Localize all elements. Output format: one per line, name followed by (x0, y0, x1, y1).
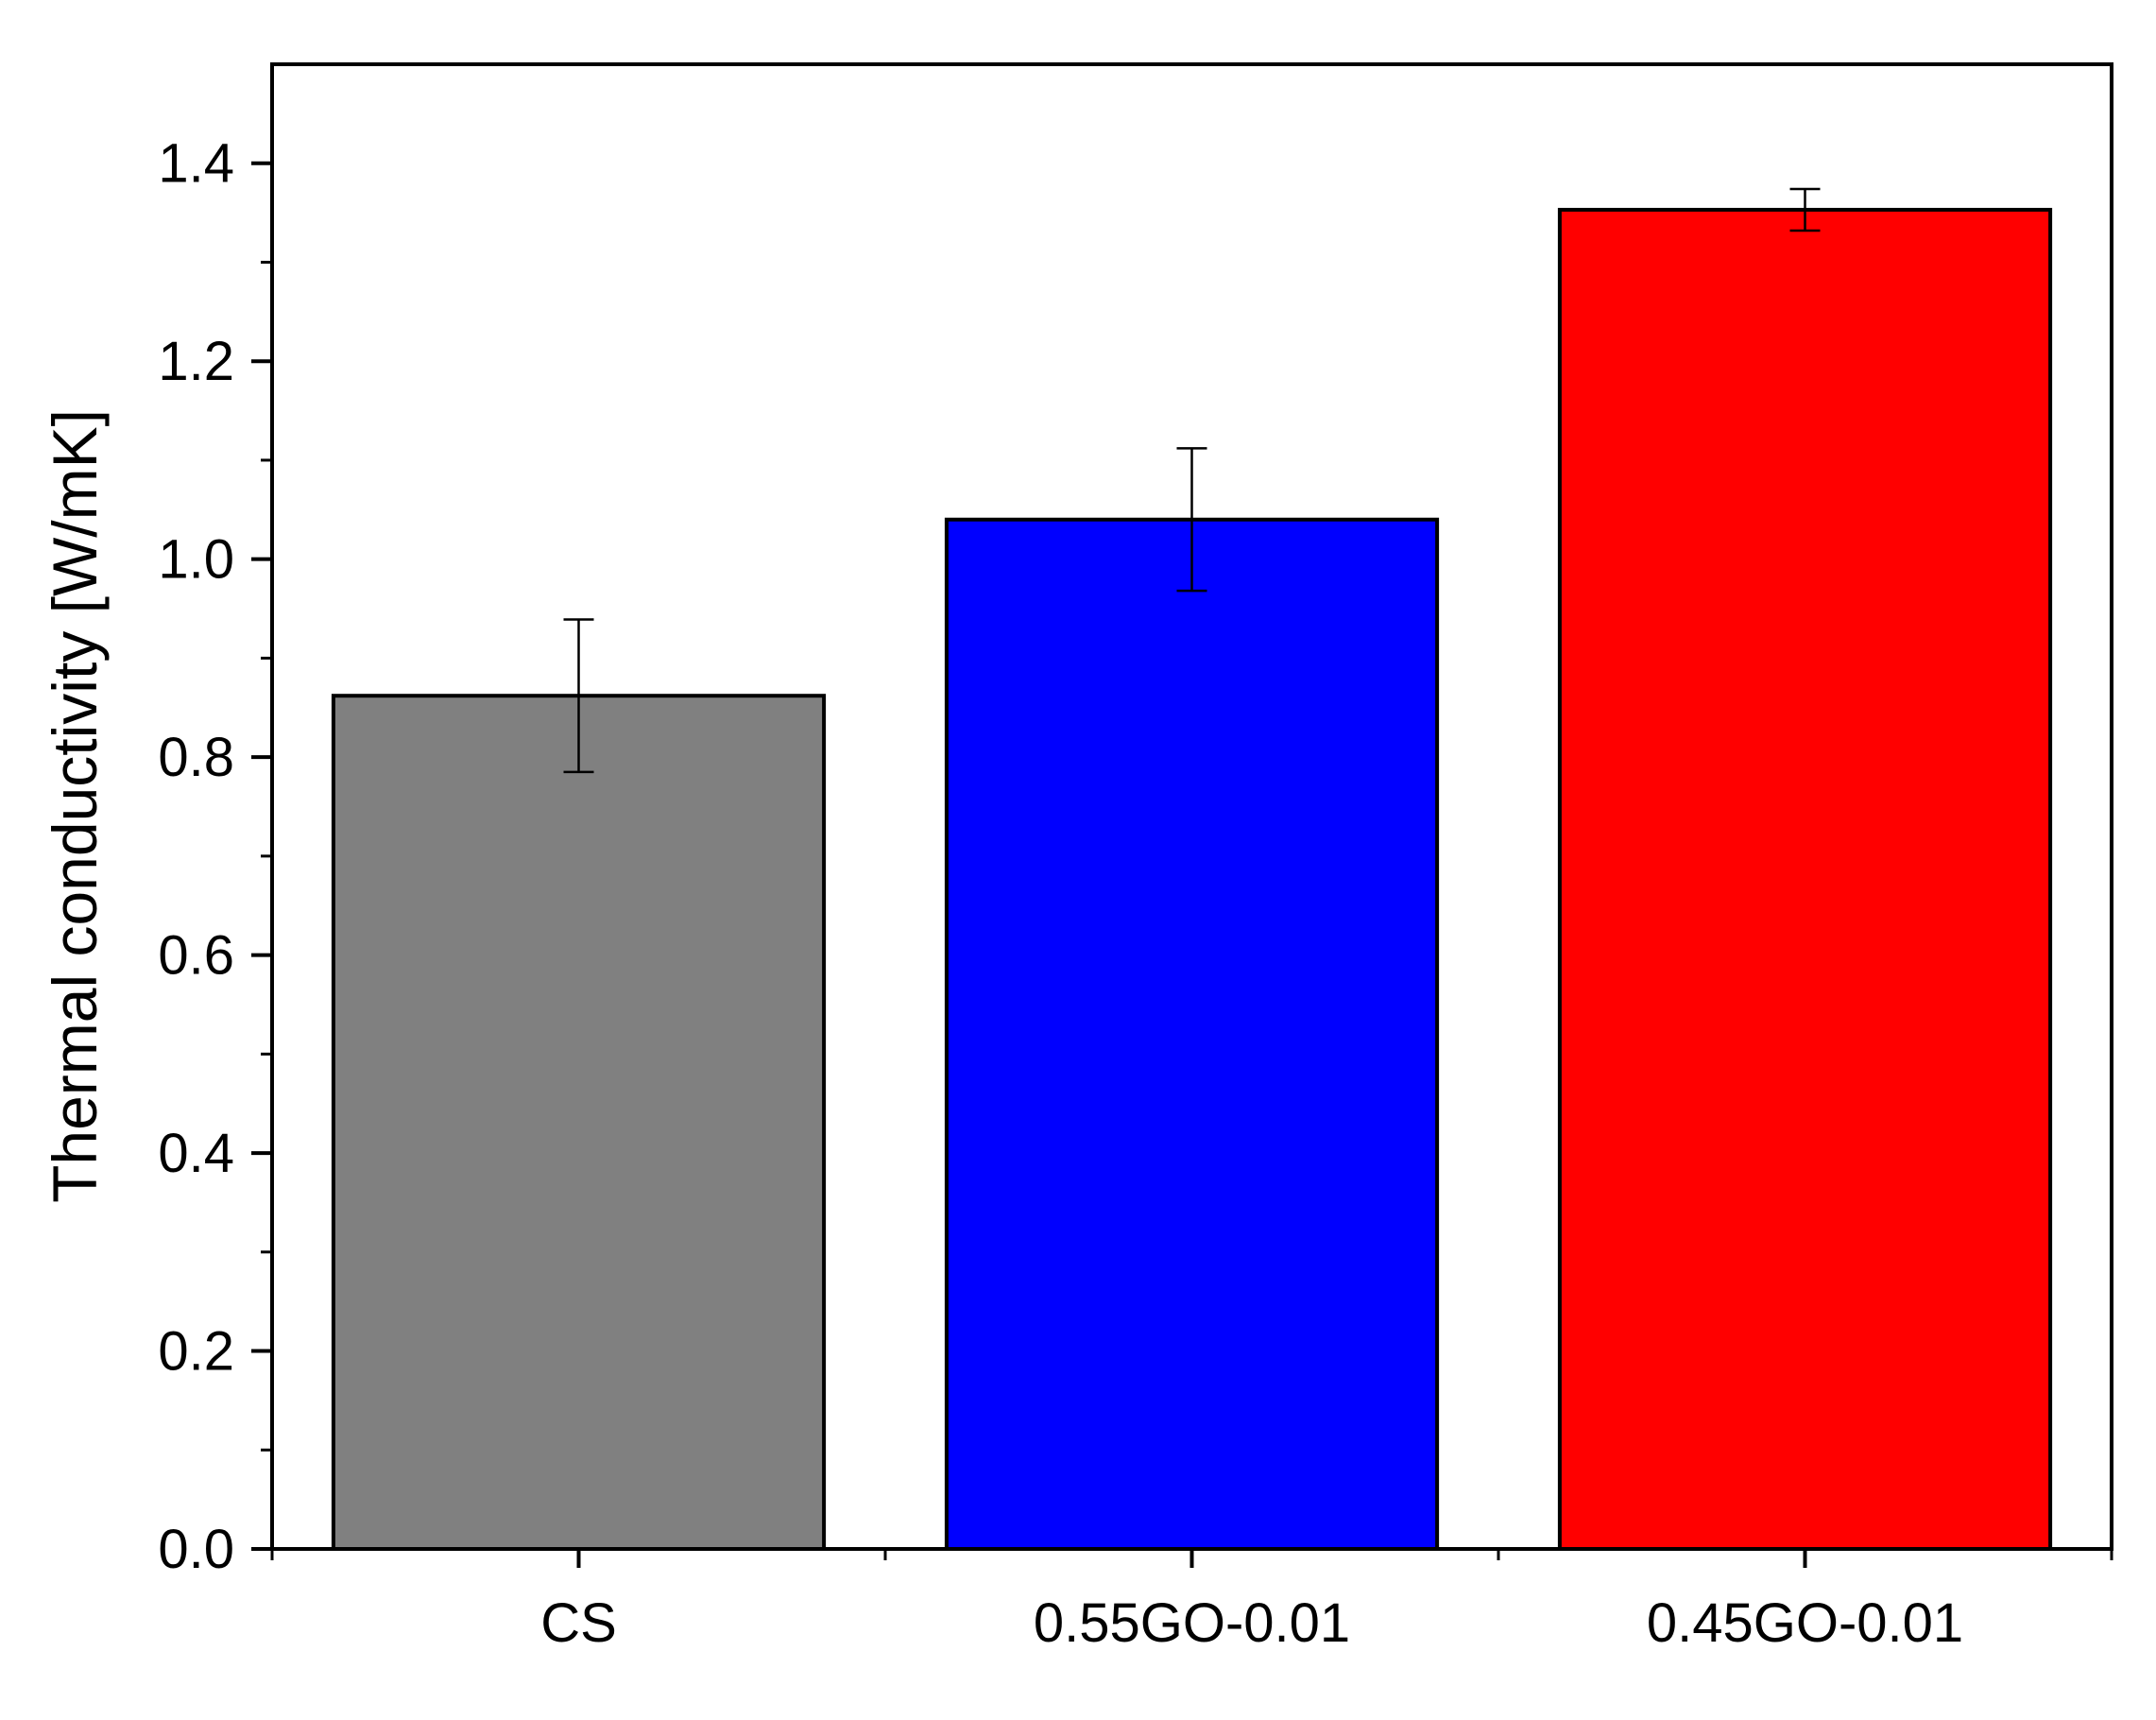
error-bars-layer (563, 187, 1821, 774)
y-tick-label-6: 1.2 (158, 331, 234, 392)
x-tick-label-1: 0.55GO-0.01 (1034, 1592, 1350, 1654)
bar-0 (331, 694, 827, 1551)
bars-layer (331, 207, 2053, 1551)
y-tick-label-2: 0.4 (158, 1123, 234, 1184)
y-tick-label-5: 1.0 (158, 529, 234, 591)
y-axis-title: Thermal conductivity [W/mK] (40, 409, 110, 1203)
y-tick-label-3: 0.6 (158, 925, 234, 987)
y-tick-label-7: 1.4 (158, 133, 234, 195)
y-tick-label-4: 0.8 (158, 727, 234, 788)
bar-2 (1557, 207, 2053, 1551)
y-axis: 0.0 0.2 0.4 0.6 0.8 1.0 1.2 1.4 (158, 133, 272, 1580)
x-axis: CS 0.55GO-0.01 0.45GO-0.01 (270, 1549, 2113, 1654)
y-tick-label-1: 0.2 (158, 1321, 234, 1383)
x-tick-label-2: 0.45GO-0.01 (1647, 1592, 1963, 1654)
bar-1 (944, 517, 1440, 1551)
y-tick-label-0: 0.0 (158, 1519, 234, 1580)
x-tick-label-0: CS (540, 1592, 617, 1654)
